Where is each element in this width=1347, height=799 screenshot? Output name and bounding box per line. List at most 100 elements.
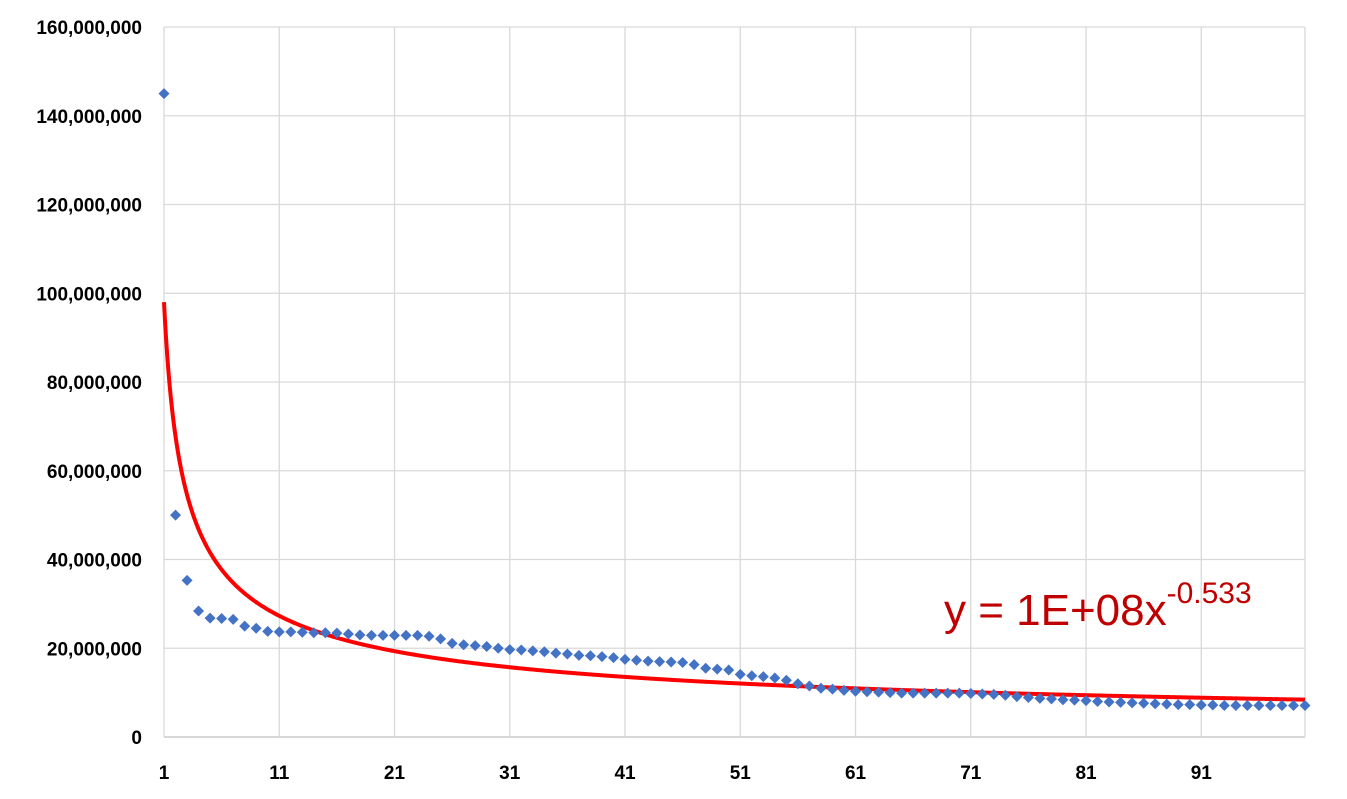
data-point [1287,699,1299,711]
data-point [412,629,424,641]
data-point [619,653,631,665]
data-point [1207,699,1219,711]
data-point [1126,697,1138,709]
x-tick-label: 41 [614,763,636,784]
data-point [273,626,285,638]
trendline-equation-exponent: -0.533 [1167,577,1252,610]
data-point [907,687,919,699]
data-point [838,684,850,696]
data-point [896,687,908,699]
y-tick-label: 140,000,000 [36,107,142,128]
data-point [181,574,193,586]
data-point [400,629,412,641]
trendline-group [162,302,1306,702]
data-point [216,613,228,625]
data-point [757,671,769,683]
data-point [1276,699,1288,711]
trendline-equation: y = 1E+08x-0.533 [944,577,1252,635]
data-point [1080,695,1092,707]
data-point [607,652,619,664]
x-tick-label: 21 [384,763,406,784]
data-point [884,687,896,699]
data-point [1161,698,1173,710]
data-point [308,627,320,639]
y-tick-label: 0 [131,728,142,749]
x-tick-label: 51 [730,763,752,784]
data-point [792,678,804,690]
x-axis-ticks: 1 11 21 31 41 51 61 71 81 91 [159,763,1213,784]
data-point [423,630,435,642]
y-tick-label: 100,000,000 [36,284,142,305]
data-point [481,640,493,652]
data-point [1241,699,1253,711]
data-point [250,622,262,634]
data-point [1103,696,1115,708]
data-point [492,642,504,654]
data-point [158,88,170,100]
data-point [296,626,308,638]
trendline-equation-base: y = 1E+08x [944,586,1167,635]
x-tick-label: 81 [1075,763,1097,784]
data-point [850,685,862,697]
data-point [354,629,366,641]
y-axis-ticks: 0 20,000,000 40,000,000 60,000,000 80,000,00… [36,18,142,749]
data-point [204,612,216,624]
data-point [631,654,643,666]
data-point [1068,694,1080,706]
x-tick-label: 61 [845,763,867,784]
data-point [1092,696,1104,707]
data-point [826,683,838,695]
data-point [999,689,1011,701]
data-point [965,688,977,700]
data-point [861,686,873,698]
y-tick-label: 20,000,000 [47,639,142,660]
x-tick-label: 71 [960,763,982,784]
data-point [1138,697,1150,709]
data-point [780,674,792,686]
y-tick-label: 120,000,000 [36,196,142,217]
data-point [331,627,343,639]
data-point [342,628,354,640]
data-point [919,687,931,699]
data-point [988,688,1000,700]
data-point [262,625,274,637]
data-point [734,668,746,680]
data-point [227,613,239,625]
data-point [527,645,539,657]
power-trendline [162,302,1306,702]
data-point [1149,698,1161,710]
data-point [688,659,700,671]
data-point [1253,699,1265,711]
data-point [550,647,562,659]
data-point [815,682,827,694]
data-point [170,509,182,521]
data-point [1057,694,1069,706]
x-tick-label: 1 [159,763,170,784]
data-point [504,644,516,656]
y-tick-label: 80,000,000 [47,373,142,394]
data-point [515,644,527,656]
data-point [285,626,297,638]
data-point [435,633,447,645]
data-point [538,646,550,658]
gridlines [163,26,1306,738]
data-point [193,605,205,617]
data-point [642,655,654,667]
data-point [942,687,954,699]
data-point [873,686,885,698]
data-point [769,672,781,684]
data-point [976,688,988,700]
data-point [953,687,965,699]
data-point [1184,699,1196,711]
data-point [803,680,815,692]
data-points [158,88,1311,711]
data-point [930,687,942,699]
y-tick-label: 40,000,000 [47,551,142,572]
data-point [1034,692,1046,704]
data-point [584,650,596,662]
data-point [1022,692,1034,704]
data-point [1115,696,1127,708]
data-point [469,640,481,652]
data-point [377,629,389,641]
